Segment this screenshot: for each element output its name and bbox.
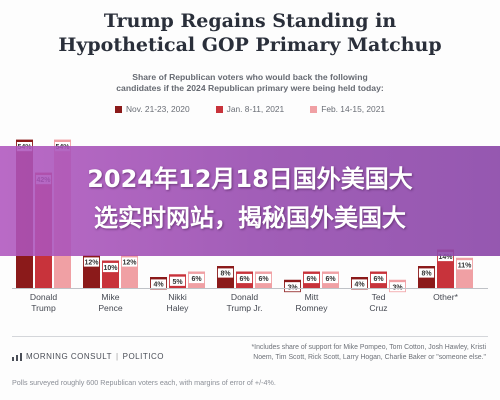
brand-separator: | <box>116 352 119 361</box>
promo-overlay-banner <box>0 146 500 256</box>
data-label-box-other-series-1 <box>418 267 435 279</box>
legend-item-jan-2021: Jan. 8-11, 2021 <box>215 104 285 114</box>
data-label-other-series-1: 8% <box>421 271 432 278</box>
data-label-box-mitt-romney-series-3 <box>322 273 339 284</box>
data-label-box-mitt-romney-series-2 <box>303 273 320 284</box>
data-label-box-ted-cruz-series-3 <box>389 281 406 293</box>
data-label-mitt-romney-series-2: 6% <box>306 276 317 283</box>
data-label-nikki-haley-series-2: 5% <box>172 279 183 286</box>
category-label-ted-cruz-line-1: Ted <box>372 292 386 302</box>
data-label-box-ted-cruz-series-2 <box>370 273 387 284</box>
data-label-box-other-series-3 <box>456 259 473 271</box>
legend-swatch-feb-2021 <box>310 105 318 113</box>
category-label-mitt-romney-line-2: Romney <box>296 303 329 313</box>
data-label-donald-trump-jr-series-3: 6% <box>258 276 269 283</box>
chart-title-line-1: Trump Regains Standing in <box>103 10 397 32</box>
category-label-donald-trump-line-2: Trump <box>31 303 56 313</box>
footnote-line-2: Noem, Tim Scott, Rick Scott, Larry Hogan… <box>253 353 486 361</box>
morning-consult-logo-icon <box>12 352 22 361</box>
legend-swatch-jan-2021 <box>215 105 223 113</box>
source-note: Polls surveyed roughly 600 Republican vo… <box>12 378 276 387</box>
data-label-box-nikki-haley-series-3 <box>188 273 205 284</box>
data-label-box-nikki-haley-series-2 <box>169 275 186 287</box>
data-label-box-nikki-haley-series-1 <box>150 278 167 290</box>
data-label-donald-trump-jr-series-2: 6% <box>239 276 250 283</box>
footer-brand-logos: MORNING CONSULT | POLITICO <box>12 352 164 361</box>
category-label-mitt-romney-line-1: Mitt <box>305 292 319 302</box>
data-label-mike-pence-series-2: 10% <box>103 265 118 272</box>
legend-label-jan-2021: Jan. 8-11, 2021 <box>226 104 285 114</box>
data-label-box-mike-pence-series-3 <box>121 256 138 268</box>
data-label-box-donald-trump-jr-series-3 <box>255 273 272 284</box>
category-label-ted-cruz-line-2: Cruz <box>369 303 387 313</box>
data-label-donald-trump-jr-series-1: 8% <box>220 271 231 278</box>
category-label-donald-trump-jr-line-1: Donald <box>231 292 258 302</box>
category-label-other-line-1: Other* <box>433 292 458 302</box>
data-label-ted-cruz-series-2: 6% <box>373 276 384 283</box>
chart-subtitle-line-1: Share of Republican voters who would bac… <box>132 72 368 82</box>
data-label-box-mitt-romney-series-1 <box>284 281 301 293</box>
overlay-headline-line-1: 2024年12月18日国外美国大 <box>87 165 413 193</box>
legend-label-feb-2021: Feb. 14-15, 2021 <box>321 104 386 114</box>
category-label-mike-pence-line-2: Pence <box>98 303 123 313</box>
chart-legend: Nov. 21-23, 2020 Jan. 8-11, 2021 Feb. 14… <box>0 104 500 114</box>
category-label-donald-trump-line-1: Donald <box>30 292 57 302</box>
data-label-box-ted-cruz-series-1 <box>351 278 368 290</box>
data-label-box-mike-pence-series-2 <box>102 262 119 273</box>
data-label-other-series-2: 14% <box>438 254 453 261</box>
brand-morning-consult: MORNING CONSULT <box>26 352 113 361</box>
data-label-mike-pence-series-1: 12% <box>84 260 99 267</box>
data-label-ted-cruz-series-3: 3% <box>392 284 403 291</box>
data-label-ted-cruz-series-1: 4% <box>354 282 365 289</box>
data-label-nikki-haley-series-1: 4% <box>153 282 164 289</box>
category-label-mike-pence-line-1: Mike <box>101 292 119 302</box>
legend-item-feb-2021: Feb. 14-15, 2021 <box>310 104 385 114</box>
data-label-mike-pence-series-3: 12% <box>122 260 137 267</box>
footer-divider <box>12 336 488 337</box>
data-label-mitt-romney-series-1: 3% <box>287 284 298 291</box>
footnote: *Includes share of support for Mike Pomp… <box>216 343 486 362</box>
category-label-donald-trump-jr-line-2: Trump Jr. <box>227 303 263 313</box>
chart-subtitle-line-2: candidates if the 2024 Republican primar… <box>116 83 384 93</box>
legend-swatch-nov-2020 <box>114 105 122 113</box>
footnote-line-1: *Includes share of support for Mike Pomp… <box>251 344 486 351</box>
overlay-headline-line-2: 选实时网站，揭秘国外美国大 <box>94 204 406 232</box>
legend-label-nov-2020: Nov. 21-23, 2020 <box>125 104 190 114</box>
data-label-other-series-3: 11% <box>458 262 472 269</box>
data-label-nikki-haley-series-3: 6% <box>191 276 202 283</box>
legend-item-nov-2020: Nov. 21-23, 2020 <box>114 104 190 114</box>
category-label-nikki-haley-line-1: Nikki <box>168 292 187 302</box>
chart-title-line-2: Hypothetical GOP Primary Matchup <box>58 34 442 56</box>
data-label-mitt-romney-series-3: 6% <box>325 276 336 283</box>
category-label-nikki-haley-line-2: Haley <box>167 303 190 313</box>
data-label-box-mike-pence-series-1 <box>83 256 100 268</box>
data-label-box-donald-trump-jr-series-1 <box>217 267 234 279</box>
brand-politico: POLITICO <box>122 352 164 361</box>
data-label-box-donald-trump-jr-series-2 <box>236 273 253 284</box>
